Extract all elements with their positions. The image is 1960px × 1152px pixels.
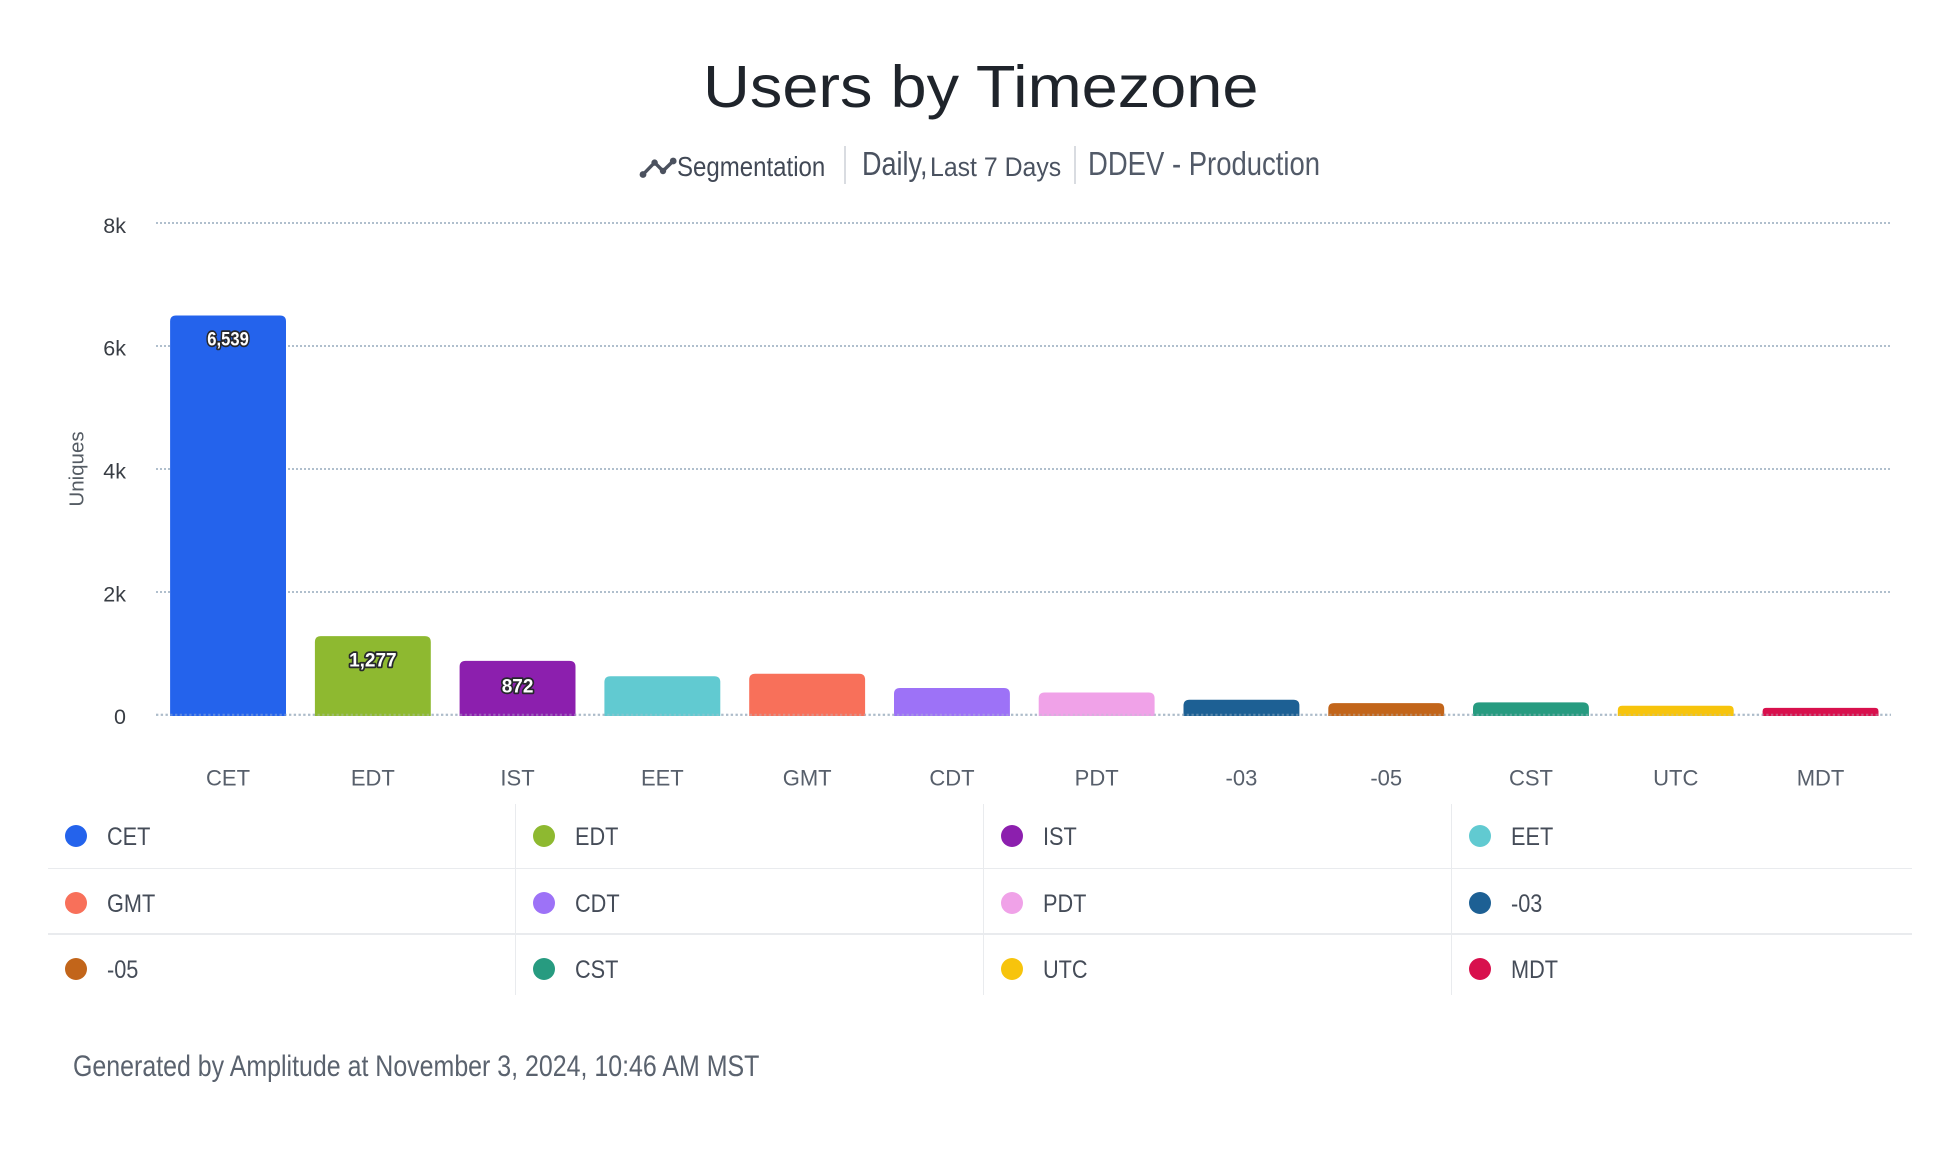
- svg-text:8k: 8k: [103, 214, 126, 238]
- svg-text:2k: 2k: [103, 582, 126, 606]
- svg-text:IST: IST: [500, 766, 534, 791]
- svg-text:EDT: EDT: [351, 766, 395, 791]
- svg-text:1,277: 1,277: [349, 650, 397, 671]
- svg-text:-05: -05: [1370, 766, 1402, 791]
- svg-text:Uniques: Uniques: [66, 431, 89, 506]
- svg-text:0: 0: [114, 705, 126, 729]
- svg-text:6k: 6k: [103, 337, 126, 361]
- svg-text:6,539: 6,539: [207, 329, 249, 350]
- svg-text:UTC: UTC: [1653, 766, 1698, 791]
- svg-text:872: 872: [502, 676, 534, 697]
- svg-text:4k: 4k: [103, 459, 126, 483]
- svg-text:MDT: MDT: [1797, 766, 1845, 791]
- svg-text:EET: EET: [641, 766, 684, 791]
- svg-text:CDT: CDT: [929, 766, 974, 791]
- svg-text:GMT: GMT: [783, 766, 832, 791]
- svg-text:-03: -03: [1226, 766, 1258, 791]
- svg-text:PDT: PDT: [1075, 766, 1119, 791]
- svg-text:CST: CST: [1509, 766, 1553, 791]
- svg-text:CET: CET: [206, 766, 250, 791]
